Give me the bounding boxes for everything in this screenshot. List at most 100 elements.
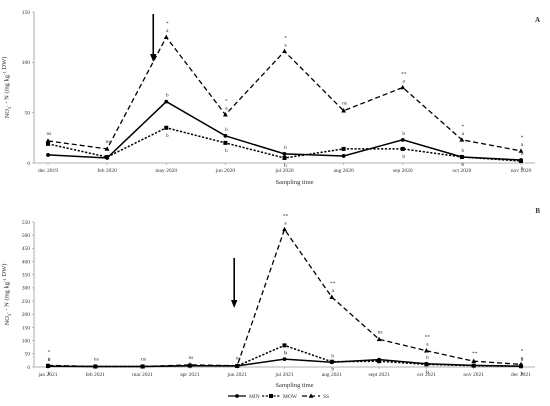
y-axis-label: NO3- - N (mg kg-1 DW) <box>1 57 12 119</box>
y-tick-label: 300 <box>22 286 31 292</box>
x-tick-label: jun 2021 <box>226 372 247 378</box>
data-point-ss <box>518 148 524 153</box>
significance-label: ns <box>236 356 241 362</box>
legend-marker <box>269 394 273 398</box>
y-tick-label: 50 <box>25 352 31 358</box>
legend-label: SS <box>323 394 329 400</box>
data-point-ss <box>282 226 287 232</box>
y-tick-label: 50 <box>25 110 31 116</box>
x-tick-label: may 2020 <box>155 168 177 174</box>
letter-label: b <box>331 353 334 359</box>
x-tick-label: feb 2020 <box>97 167 117 174</box>
letter-label: b <box>284 145 287 151</box>
y-axis-label-part: - <box>5 105 10 107</box>
significance-label: ns <box>94 356 99 362</box>
letter-label: b <box>462 148 465 154</box>
data-point-min <box>400 137 405 142</box>
y-axis-label-part: 3 <box>7 313 12 316</box>
data-point-mow <box>424 362 429 367</box>
letter-label: b <box>48 371 51 377</box>
y-tick-label: 450 <box>22 246 31 252</box>
significance-label: ** <box>283 213 289 219</box>
y-axis-label-part: -1 <box>2 278 7 282</box>
letter-label: b <box>521 151 524 157</box>
letter-label: b <box>521 357 524 363</box>
significance-label: ** <box>425 335 431 341</box>
x-tick-label: nov 2020 <box>511 168 532 174</box>
letter-label: b <box>284 350 287 356</box>
letter-label: a <box>521 355 524 361</box>
application-arrow-head <box>231 300 238 308</box>
panel-letter: B <box>535 207 540 215</box>
letter-label: b <box>284 163 287 169</box>
letter-label: a <box>521 142 524 148</box>
letter-label: a <box>48 356 51 362</box>
x-tick-label: jan 2021 <box>37 372 57 378</box>
x-tick-label: mar 2021 <box>132 372 153 378</box>
y-axis-label-part: NO <box>4 316 11 326</box>
x-tick-label: dec 2019 <box>38 168 58 174</box>
data-point-mow <box>105 154 110 159</box>
letter-label: a <box>426 342 429 348</box>
significance-label: ** <box>401 72 407 78</box>
x-axis-title: Sampling time <box>275 382 313 389</box>
data-point-ss <box>140 363 145 369</box>
data-point-mow <box>329 359 334 364</box>
letter-label: b <box>521 371 524 377</box>
x-tick-label: dec 2021 <box>511 372 531 378</box>
y-axis-label-part: DW) <box>1 57 8 72</box>
y-tick-label: 100 <box>22 338 31 344</box>
significance-label: * <box>284 35 287 41</box>
significance-label: * <box>521 135 524 141</box>
significance-label: ns <box>342 101 347 107</box>
significance-label: * <box>166 21 169 27</box>
y-axis-label-part: 3 <box>7 106 12 109</box>
letter-label: a <box>166 28 169 34</box>
y-tick-label: 0 <box>27 161 30 167</box>
x-tick-label: nov 2021 <box>463 372 484 378</box>
data-point-ss <box>234 363 240 368</box>
significance-label: ns <box>106 139 111 145</box>
data-point-mow <box>519 158 523 163</box>
y-tick-label: 200 <box>22 312 31 318</box>
significance-label: ns <box>47 131 52 137</box>
data-point-mow <box>282 155 287 160</box>
y-axis-label-part: DW) <box>1 264 8 279</box>
y-axis-label-part: - N (mg kg <box>4 74 11 105</box>
significance-label: ns <box>188 355 193 361</box>
data-point-ss <box>45 138 51 143</box>
data-point-mow <box>46 141 50 146</box>
letter-label: b <box>426 369 429 375</box>
significance-label: ns <box>141 356 146 362</box>
x-tick-label: feb 2021 <box>86 371 106 378</box>
data-point-ss <box>222 112 228 117</box>
letter-label: a <box>462 131 465 137</box>
y-tick-label: 150 <box>22 10 31 16</box>
panel-letter: A <box>535 16 540 24</box>
chart-panel-b: 0 50 100 150 200 250 300 350 400 450 500 550 jan 202… <box>1 207 540 389</box>
y-axis-label-part: - <box>5 312 10 314</box>
y-tick-label: 0 <box>27 365 30 371</box>
application-arrow-head <box>150 54 157 62</box>
x-tick-label: jun 2020 <box>215 168 236 174</box>
data-point-ss <box>459 137 465 142</box>
x-tick-label: aug 2021 <box>322 372 343 378</box>
x-axis-title: Sampling time <box>275 179 313 186</box>
data-point-ss <box>92 363 98 369</box>
data-point-min <box>282 357 287 361</box>
significance-label: * <box>225 99 228 105</box>
data-point-ss <box>187 362 193 367</box>
letter-label: b <box>462 162 465 168</box>
letter-label: b <box>331 367 334 373</box>
x-tick-label: aug 2020 <box>333 168 354 174</box>
y-axis-label-part: - N (mg kg <box>4 281 11 312</box>
letter-label: b <box>402 154 405 160</box>
significance-label: ** <box>472 351 478 357</box>
x-tick-label: sept 2021 <box>368 372 389 378</box>
data-point-min <box>164 99 169 104</box>
letter-label: b <box>426 355 429 361</box>
letter-label: b <box>48 357 51 363</box>
data-point-mow <box>471 363 476 368</box>
y-tick-label: 150 <box>22 325 31 331</box>
